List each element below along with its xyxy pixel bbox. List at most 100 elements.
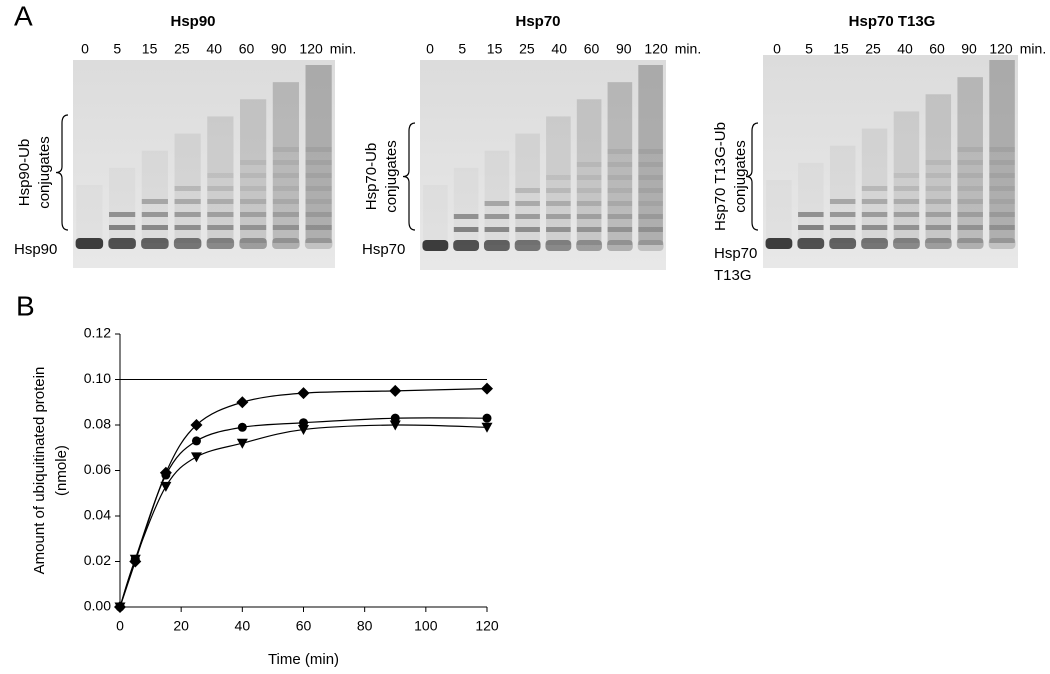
gel-band (305, 199, 332, 204)
point (161, 470, 171, 480)
gel-band (546, 188, 571, 193)
gel-band (240, 160, 267, 165)
gel-smear (798, 162, 824, 243)
y-axis-label: (nmole) (53, 445, 70, 496)
gel-band (861, 186, 888, 191)
gel-band (305, 147, 332, 152)
gel-band (861, 225, 888, 230)
lane-label: 25 (865, 41, 881, 57)
gel-smear (453, 167, 479, 245)
point (389, 384, 402, 397)
gel-band (956, 238, 984, 249)
gel-band (272, 238, 300, 249)
gel-band (576, 201, 602, 206)
x-tick-label: 100 (414, 618, 438, 634)
gel-band (207, 186, 234, 191)
gel-band (989, 225, 1015, 230)
point (389, 420, 401, 431)
gel-smear (638, 65, 663, 245)
gel-band (141, 225, 168, 230)
gel-band (829, 225, 856, 230)
gel-band (925, 186, 952, 191)
gel-band (638, 175, 663, 180)
unit-label: min. (675, 41, 701, 57)
bracket-label: Hsp90-Ub (16, 139, 33, 207)
band-label: Hsp70 (362, 241, 405, 258)
gel-smear (272, 82, 299, 244)
lane-label: 0 (426, 41, 434, 57)
gel-band (925, 225, 952, 230)
gel-band (861, 199, 888, 204)
gel-band (925, 160, 952, 165)
gel-band (305, 160, 332, 165)
point (190, 452, 202, 463)
gel-band (893, 225, 920, 230)
gel-band (546, 214, 571, 219)
gel (763, 55, 1018, 268)
gel-band (893, 199, 920, 204)
gel-band (272, 147, 299, 152)
gel-band (453, 227, 479, 232)
gel-band (893, 173, 920, 178)
gel-band (607, 227, 633, 232)
gel-band (861, 212, 888, 217)
lane-label: 120 (644, 41, 668, 57)
lane-label: 60 (929, 41, 945, 57)
gel-band (305, 186, 332, 191)
lane-label: 15 (487, 41, 503, 57)
bracket (55, 114, 69, 231)
gel-band (829, 199, 856, 204)
gel-band (305, 212, 332, 217)
gel-smear (925, 94, 952, 244)
bracket (745, 122, 759, 231)
gel-band (108, 238, 136, 249)
y-axis-label: Amount of ubiquitinated protein (31, 367, 48, 575)
gel (420, 60, 666, 270)
gel-band (272, 225, 299, 230)
gel-band (240, 199, 267, 204)
gel-band (207, 199, 234, 204)
band-label: T13G (714, 267, 752, 284)
gel-band (607, 201, 633, 206)
curve (119, 417, 488, 608)
bracket (402, 122, 416, 231)
y-tick-label: 0.00 (84, 598, 111, 614)
gel-band (925, 199, 952, 204)
gel-band (546, 175, 571, 180)
gel-band (957, 186, 983, 191)
gel-band (989, 160, 1015, 165)
lane-label: 60 (239, 41, 255, 57)
gel-smear (240, 99, 267, 244)
gel-band (606, 240, 633, 251)
lane-label: 0 (81, 41, 89, 57)
gel-band (240, 186, 267, 191)
gel-band (798, 225, 824, 230)
lane-label: 90 (271, 41, 287, 57)
gel-band (174, 199, 201, 204)
gel-band (925, 212, 952, 217)
gel-band (576, 175, 602, 180)
bracket-label: conjugates (383, 140, 400, 213)
unit-label: min. (1020, 41, 1046, 57)
gel-smear (174, 133, 201, 243)
gel-band (576, 227, 602, 232)
lane-label: 25 (519, 41, 535, 57)
gel-band (173, 238, 202, 249)
gel (73, 60, 335, 268)
gel-band (576, 188, 602, 193)
gel-smear (207, 116, 234, 243)
point (481, 382, 493, 395)
point (191, 436, 201, 446)
point (114, 602, 126, 613)
gel-smear (109, 167, 136, 243)
gel-band (989, 212, 1015, 217)
lane-label: 40 (897, 41, 913, 57)
gel-band (239, 238, 267, 249)
gel-band (638, 227, 663, 232)
band-label: Hsp90 (14, 241, 57, 258)
gel-band (829, 212, 856, 217)
gel-band (141, 212, 168, 217)
gel-band (515, 214, 540, 219)
gel-band (174, 186, 201, 191)
